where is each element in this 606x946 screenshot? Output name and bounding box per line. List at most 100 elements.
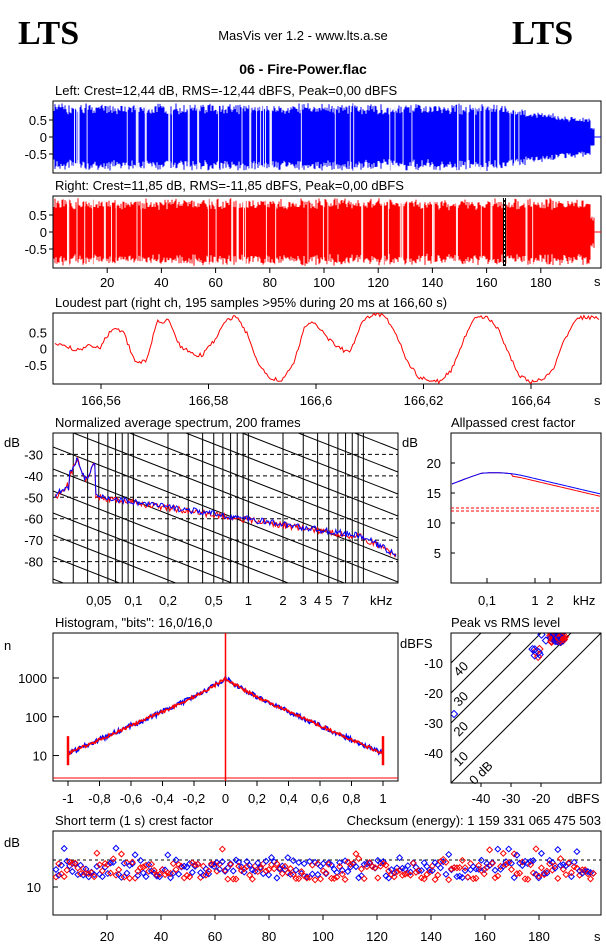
short-term-crest-point: [548, 866, 556, 874]
short-term-crest-point: [355, 855, 363, 863]
short-term-crest-point: [128, 860, 136, 868]
peak-vs-rms-xtick-label: -20: [532, 791, 551, 806]
short-term-crest-point: [218, 858, 226, 866]
avg-spectrum-frame: [52, 432, 399, 584]
short-term-crest-point: [52, 873, 60, 881]
short-term-crest-point: [180, 862, 188, 870]
short-term-crest-point: [183, 871, 191, 879]
short-term-crest-point: [417, 866, 425, 875]
short-term-crest-point: [161, 871, 169, 879]
histogram-xtick-label: -0,8: [88, 791, 110, 806]
peak-vs-rms-diagonal: [451, 633, 482, 664]
short-term-crest-point: [202, 871, 210, 879]
allpassed-ytick-label: 15: [427, 486, 441, 501]
short-term-crest-point: [431, 859, 439, 867]
short-term-crest-point: [559, 861, 567, 869]
short-term-crest-point: [55, 871, 63, 879]
short-term-crest-point: [297, 867, 305, 876]
short-term-crest-point: [90, 871, 98, 879]
short-term-crest-point: [428, 867, 436, 875]
short-term-crest-point: [237, 867, 245, 875]
short-term-crest-point: [390, 869, 398, 877]
short-term-crest-point: [66, 858, 74, 866]
avg-spectrum-plot: [53, 433, 398, 583]
short-term-crest-point: [396, 854, 404, 862]
short-term-crest-point: [96, 861, 104, 869]
histogram-ytick-label: 1000: [18, 671, 47, 686]
short-term-crest-point: [278, 870, 286, 878]
short-term-crest-point: [90, 873, 98, 881]
avg-spectrum-xtick-label: 0,5: [205, 593, 223, 608]
peak-vs-rms-ytick-label: -20: [424, 686, 443, 701]
short-term-crest-point: [390, 873, 398, 881]
spectrum-trace: [54, 457, 397, 557]
short-term-crest-point: [319, 860, 327, 868]
short-term-crest-point: [109, 858, 117, 866]
short-term-crest-point: [368, 863, 376, 871]
short-term-crest-point: [456, 864, 464, 872]
short-term-crest-point: [311, 876, 319, 884]
short-term-crest-point: [248, 875, 256, 883]
short-term-crest-point: [352, 863, 360, 871]
avg-spectrum-xtick-label: 5: [325, 593, 332, 608]
short-term-crest-point: [232, 856, 240, 864]
avg-spectrum-xtick-label: 1: [245, 593, 252, 608]
short-term-crest-point: [516, 869, 524, 877]
short-term-crest-point: [235, 858, 243, 866]
short-term-crest-point: [109, 855, 117, 863]
allpassed-crest-title: Allpassed crest factor: [451, 415, 576, 430]
right-waveform-xunit: s: [594, 274, 601, 289]
short-term-crest-point: [589, 869, 597, 877]
right-waveform-xtick-label: 100: [313, 275, 335, 290]
short-term-crest-point: [475, 865, 483, 873]
peak-vs-rms-frame: [450, 632, 602, 784]
right-waveform-ytick-label: -0.5: [25, 242, 47, 257]
histogram-xtick-label: -0,6: [120, 791, 142, 806]
short-term-crest-xtick-label: 180: [528, 929, 550, 944]
short-term-crest-point: [333, 873, 341, 881]
avg-spectrum-xtick-label: 4: [314, 593, 321, 608]
short-term-crest-point: [437, 864, 445, 872]
avg-spectrum-xtick-label: 0,2: [159, 593, 177, 608]
allpassed-crest-xunit: kHz: [573, 593, 595, 608]
short-term-crest-point: [374, 874, 382, 882]
short-term-crest-point: [543, 867, 551, 875]
left-waveform-ytick-label: 0.5: [29, 113, 47, 128]
short-term-crest-point: [382, 861, 390, 869]
short-term-crest-xtick-label: 80: [262, 929, 276, 944]
short-term-crest-point: [55, 860, 63, 868]
allpassed-curve: [451, 472, 601, 495]
short-term-crest-point: [104, 860, 112, 869]
short-term-crest-point: [270, 858, 278, 866]
short-term-crest-point: [507, 859, 515, 867]
short-term-crest-point: [314, 871, 322, 879]
app-title: MasVis ver 1.2 - www.lts.a.se: [218, 28, 388, 43]
allpassed-xtick-label: 0,1: [478, 593, 496, 608]
spectrum-slope-line: [53, 534, 178, 583]
short-term-crest-point: [357, 865, 365, 873]
short-term-crest-point: [194, 860, 202, 868]
short-term-crest-point: [112, 844, 120, 852]
short-term-crest-point: [333, 868, 341, 877]
short-term-crest-point: [139, 869, 147, 877]
histogram-xtick-label: -0,2: [183, 791, 205, 806]
right-waveform-xtick-label: 160: [476, 275, 498, 290]
peak-vs-rms-inner: [451, 633, 601, 783]
short-term-crest-point: [224, 875, 232, 883]
short-term-crest-point: [172, 865, 180, 874]
short-term-crest-point: [464, 873, 472, 881]
short-term-crest-point: [330, 874, 338, 883]
avg-spectrum-ytick-label: -40: [24, 469, 43, 484]
allpassed-xtick-label: 1: [531, 593, 538, 608]
short-term-crest-xtick-label: 160: [474, 929, 496, 944]
short-term-crest-point: [117, 850, 125, 858]
short-term-crest-point: [131, 851, 139, 859]
short-term-crest-point: [281, 862, 289, 870]
allpassed-xtick-label: 2: [546, 593, 553, 608]
short-term-crest-point: [535, 874, 543, 882]
short-term-crest-point: [447, 866, 455, 874]
short-term-crest-point: [115, 866, 123, 874]
short-term-crest-point: [567, 869, 575, 877]
short-term-crest-xtick-label: 140: [420, 929, 442, 944]
